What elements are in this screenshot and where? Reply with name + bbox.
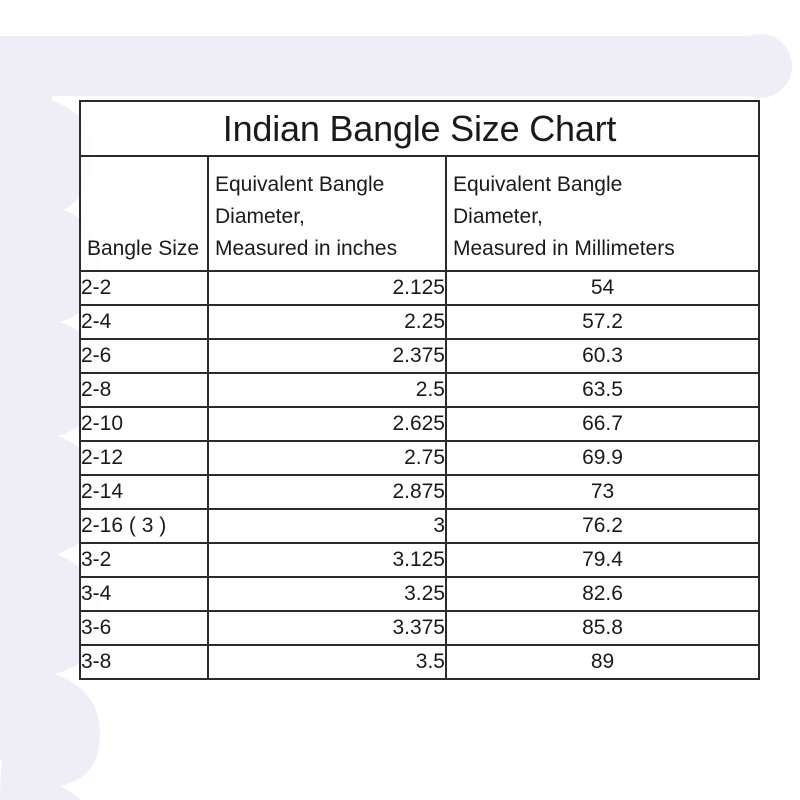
cell-inches: 2.5: [207, 372, 447, 408]
cell-bangle-size: 3-2: [79, 542, 209, 578]
cell-bangle-size: 2-8: [79, 372, 209, 408]
cell-bangle-size: 2-10: [79, 406, 209, 442]
header-row: Bangle Size Equivalent Bangle Diameter, …: [79, 155, 761, 272]
header-line: Measured in inches: [215, 237, 398, 261]
column-header-bangle-size: Bangle Size: [79, 155, 209, 272]
cell-millimeters: 60.3: [444, 338, 761, 374]
cell-bangle-size: 2-16 ( 3 ): [79, 508, 209, 544]
cell-millimeters: 69.9: [444, 440, 761, 476]
cell-inches: 2.25: [207, 304, 447, 340]
page-title: Indian Bangle Size Chart: [78, 100, 761, 157]
cell-bangle-size: 3-6: [79, 610, 209, 646]
cell-bangle-size: 3-8: [79, 644, 209, 680]
watermark-tick: [0, 524, 20, 536]
size-chart-container: Indian Bangle Size Chart Bangle Size Equ…: [78, 100, 761, 680]
bangle-size-chart-table: Indian Bangle Size Chart Bangle Size Equ…: [78, 100, 761, 680]
table-row: 3-8 3.5 89: [79, 644, 761, 680]
cell-inches: 3.5: [207, 644, 447, 680]
cell-millimeters: 63.5: [444, 372, 761, 408]
cell-bangle-size: 2-2: [79, 270, 209, 306]
header-line: Equivalent Bangle: [453, 173, 623, 197]
cell-bangle-size: 2-6: [79, 338, 209, 374]
watermark-tick: [0, 426, 24, 438]
column-header-millimeters: Equivalent Bangle Diameter, Measured in …: [444, 155, 761, 272]
cell-bangle-size: 2-14: [79, 474, 209, 510]
table-row: 2-10 2.625 66.7: [79, 406, 761, 442]
header-line: Diameter,: [215, 205, 305, 229]
cell-bangle-size: 2-4: [79, 304, 209, 340]
table-row: 3-2 3.125 79.4: [79, 542, 761, 578]
cell-inches: 3.25: [207, 576, 447, 612]
cell-inches: 3.125: [207, 542, 447, 578]
table-row: 2-16 ( 3 ) 3 76.2: [79, 508, 761, 544]
header-line: Bangle Size: [87, 237, 200, 261]
header-line: Diameter,: [453, 205, 543, 229]
header-line: Equivalent Bangle: [215, 173, 385, 197]
cell-millimeters: 82.6: [444, 576, 761, 612]
cell-millimeters: 85.8: [444, 610, 761, 646]
table-body: Indian Bangle Size Chart Bangle Size Equ…: [78, 100, 761, 680]
table-row: 3-6 3.375 85.8: [79, 610, 761, 646]
cell-inches: 3.375: [207, 610, 447, 646]
watermark-tick: [0, 318, 22, 330]
cell-bangle-size: 2-12: [79, 440, 209, 476]
cell-millimeters: 54: [444, 270, 761, 306]
cell-inches: 2.75: [207, 440, 447, 476]
cell-millimeters: 66.7: [444, 406, 761, 442]
header-line: Measured in Millimeters: [453, 237, 675, 261]
column-header-inches: Equivalent Bangle Diameter, Measured in …: [207, 155, 447, 272]
watermark-left-stem: [0, 60, 52, 760]
watermark-top-bar: [0, 36, 788, 96]
cell-inches: 2.125: [207, 270, 447, 306]
cell-inches: 3: [207, 508, 447, 544]
cell-millimeters: 79.4: [444, 542, 761, 578]
title-row: Indian Bangle Size Chart: [78, 100, 761, 157]
table-row: 2-12 2.75 69.9: [79, 440, 761, 476]
cell-millimeters: 57.2: [444, 304, 761, 340]
table-row: 2-14 2.875 73: [79, 474, 761, 510]
cell-bangle-size: 3-4: [79, 576, 209, 612]
watermark-tick: [0, 616, 22, 628]
watermark-top-bar-cap: [728, 34, 792, 98]
cell-millimeters: 76.2: [444, 508, 761, 544]
table-row: 3-4 3.25 82.6: [79, 576, 761, 612]
cell-millimeters: 73: [444, 474, 761, 510]
cell-inches: 2.875: [207, 474, 447, 510]
table-row: 2-8 2.5 63.5: [79, 372, 761, 408]
table-row: 2-2 2.125 54: [79, 270, 761, 306]
table-row: 2-6 2.375 60.3: [79, 338, 761, 374]
watermark-tick: [0, 226, 26, 238]
cell-millimeters: 89: [444, 644, 761, 680]
cell-inches: 2.625: [207, 406, 447, 442]
cell-inches: 2.375: [207, 338, 447, 374]
table-row: 2-4 2.25 57.2: [79, 304, 761, 340]
